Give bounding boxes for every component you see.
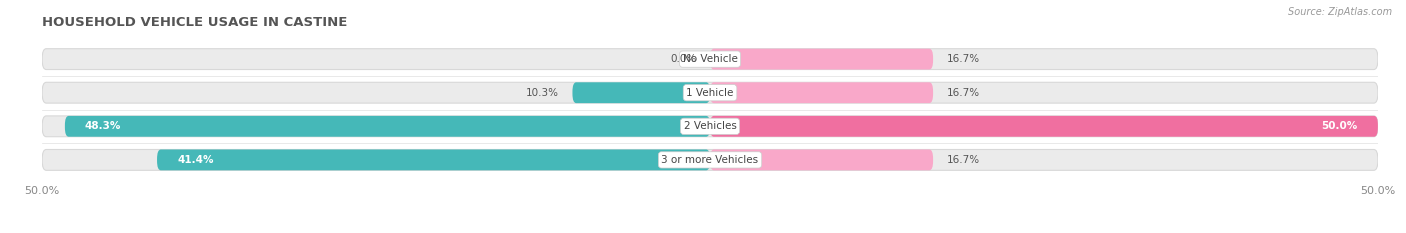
Text: 16.7%: 16.7% [946, 155, 980, 165]
Text: Source: ZipAtlas.com: Source: ZipAtlas.com [1288, 7, 1392, 17]
Text: 48.3%: 48.3% [84, 121, 121, 131]
FancyBboxPatch shape [42, 49, 1378, 69]
Text: 50.0%: 50.0% [1322, 121, 1358, 131]
FancyBboxPatch shape [42, 116, 1378, 137]
FancyBboxPatch shape [42, 82, 1378, 103]
FancyBboxPatch shape [710, 49, 934, 69]
Text: HOUSEHOLD VEHICLE USAGE IN CASTINE: HOUSEHOLD VEHICLE USAGE IN CASTINE [42, 16, 347, 29]
Text: 3 or more Vehicles: 3 or more Vehicles [661, 155, 759, 165]
Text: 41.4%: 41.4% [177, 155, 214, 165]
FancyBboxPatch shape [157, 150, 710, 170]
FancyBboxPatch shape [710, 150, 934, 170]
Text: 16.7%: 16.7% [946, 88, 980, 98]
Text: 16.7%: 16.7% [946, 54, 980, 64]
Text: 1 Vehicle: 1 Vehicle [686, 88, 734, 98]
Text: 0.0%: 0.0% [671, 54, 696, 64]
FancyBboxPatch shape [65, 116, 710, 137]
FancyBboxPatch shape [42, 150, 1378, 170]
Text: No Vehicle: No Vehicle [682, 54, 738, 64]
FancyBboxPatch shape [572, 82, 710, 103]
Text: 10.3%: 10.3% [526, 88, 560, 98]
Text: 2 Vehicles: 2 Vehicles [683, 121, 737, 131]
FancyBboxPatch shape [710, 82, 934, 103]
Legend: Owner-occupied, Renter-occupied: Owner-occupied, Renter-occupied [592, 232, 828, 233]
FancyBboxPatch shape [710, 116, 1378, 137]
